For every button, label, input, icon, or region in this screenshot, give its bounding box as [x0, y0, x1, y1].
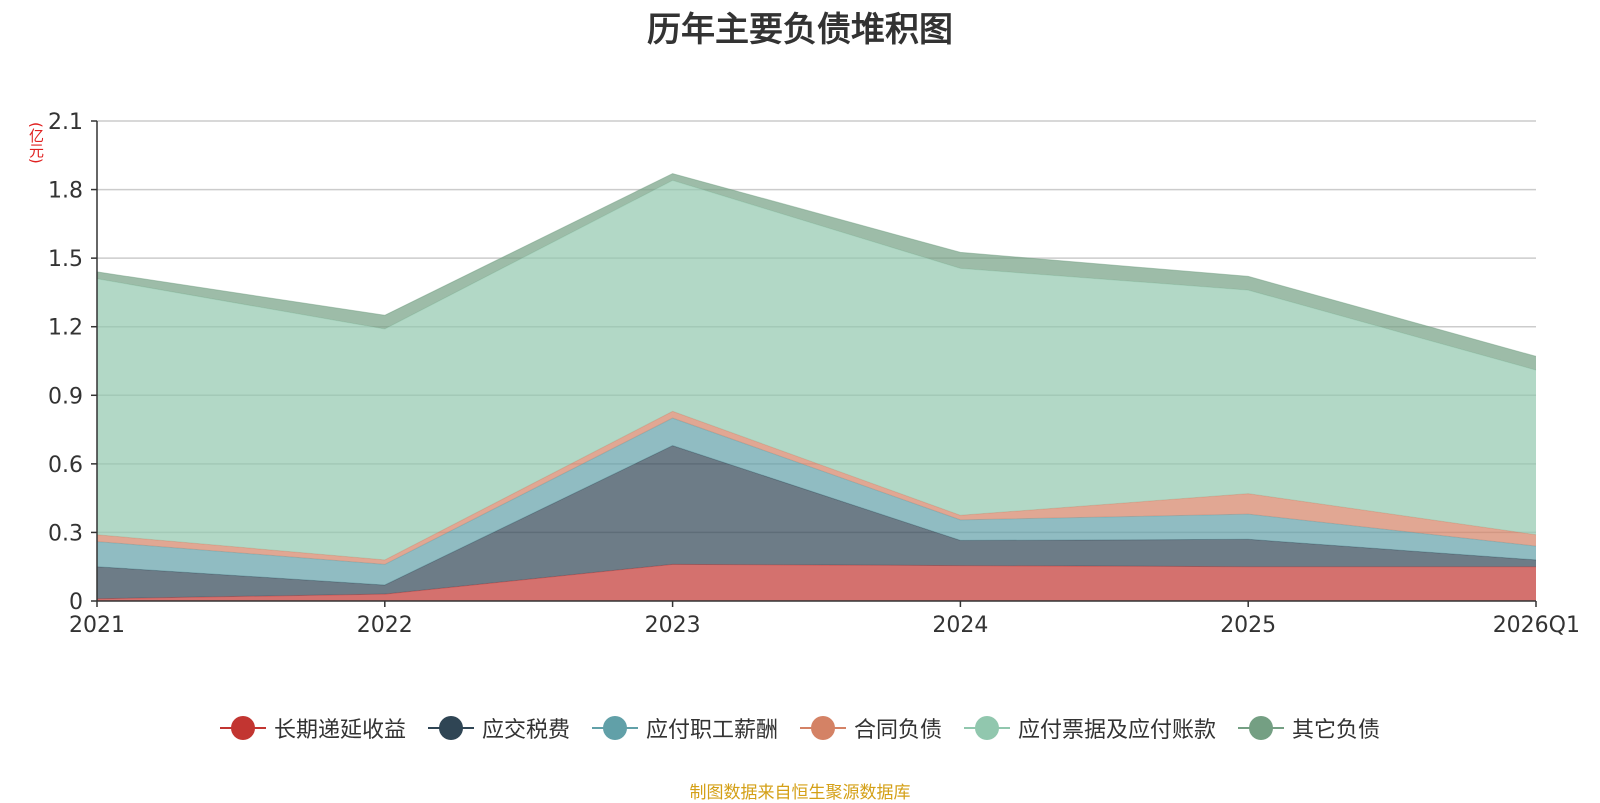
- y-tick-label: 1.8: [48, 179, 83, 204]
- data-source-note: 制图数据来自恒生聚源数据库: [689, 783, 911, 803]
- legend-marker-icon: [800, 715, 846, 741]
- x-tick-label: 2025: [1220, 613, 1276, 638]
- y-tick-label: 2.1: [48, 110, 83, 135]
- area-长期递延收益[interactable]: [97, 564, 1536, 601]
- stacked-area-chart: 0 0.3 0.6 0.9 1.2 1.5 1.8 2.1 2021 2022 2023 2024 20…: [48, 110, 1580, 638]
- legend-marker-icon: [219, 715, 266, 741]
- y-tick-label: 0.3: [48, 521, 83, 546]
- legend-marker-icon: [427, 715, 474, 741]
- legend-marker-icon: [591, 715, 638, 741]
- area-edge-其它负债: [96, 173, 1537, 357]
- area-合同负债[interactable]: [97, 411, 1536, 565]
- legend-marker-icon: [964, 715, 1011, 741]
- axes: 0 0.3 0.6 0.9 1.2 1.5 1.8 2.1 2021 2022 2023 2024 20…: [48, 110, 1580, 638]
- legend-label: 长期递延收益: [273, 718, 406, 743]
- legend-item[interactable]: 其它负债: [1238, 712, 1380, 744]
- legend-item[interactable]: 应付职工薪酬: [591, 712, 778, 744]
- legend-item[interactable]: 合同负债: [800, 712, 942, 744]
- legend-label: 合同负债: [854, 718, 943, 743]
- chart-title: 历年主要负债堆积图: [647, 10, 953, 50]
- y-tick-label: 0.6: [48, 453, 83, 478]
- x-tick-label: 2021: [69, 613, 125, 638]
- legend-item[interactable]: 应付票据及应付账款: [964, 712, 1216, 744]
- legend-label: 应交税费: [481, 718, 570, 743]
- legend-item[interactable]: 应交税费: [427, 712, 570, 744]
- legend-marker-icon: [1238, 715, 1285, 741]
- legend: 长期递延收益 应交税费 应付职工薪酬 合同负债 应付票据及应付账款 其它负债: [0, 712, 1600, 744]
- legend-label: 应付票据及应付账款: [1018, 718, 1217, 743]
- x-tick-label: 2023: [645, 613, 701, 638]
- y-tick-label: 0: [69, 590, 83, 615]
- y-tick-label: 1.2: [48, 316, 83, 341]
- y-tick-label: 0.9: [48, 384, 83, 409]
- legend-item[interactable]: 长期递延收益: [219, 712, 406, 744]
- y-axis-unit-label: (亿元): [27, 122, 45, 164]
- legend-label: 应付职工薪酬: [645, 718, 778, 743]
- x-tick-label: 2024: [932, 613, 988, 638]
- legend-label: 其它负债: [1292, 718, 1381, 743]
- y-tick-label: 1.5: [48, 247, 83, 272]
- area-series: [96, 173, 1537, 601]
- x-tick-label: 2026Q1: [1493, 613, 1580, 638]
- area-应交税费[interactable]: [97, 445, 1536, 599]
- area-应付票据及应付账款[interactable]: [97, 180, 1536, 560]
- area-应付职工薪酬[interactable]: [97, 418, 1536, 585]
- x-tick-label: 2022: [357, 613, 413, 638]
